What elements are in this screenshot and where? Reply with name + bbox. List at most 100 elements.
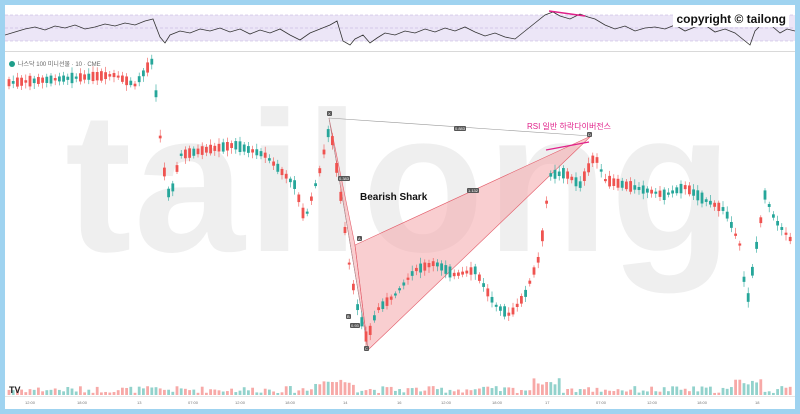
volume-bar <box>499 391 502 395</box>
candle-body <box>507 312 511 316</box>
volume-bar <box>612 391 616 395</box>
volume-bar <box>347 382 351 395</box>
time-tick: 07:00 <box>188 400 199 405</box>
shark-xb-line <box>328 117 369 351</box>
volume-bar <box>767 391 771 395</box>
candle-body <box>545 200 548 204</box>
time-axis[interactable]: 12:00 18:00 13 07:00 12:00 18:00 14 16 1… <box>5 396 795 409</box>
candle-body <box>242 144 246 152</box>
volume-bar <box>440 387 443 395</box>
candle-body <box>66 76 70 80</box>
shark-leg-2 <box>354 135 592 351</box>
volume-bar <box>104 391 107 395</box>
volume-bar <box>675 386 679 395</box>
volume-bar <box>394 390 397 395</box>
volume-bar <box>738 379 742 395</box>
volume-bar <box>184 388 187 395</box>
candle-body <box>410 271 414 276</box>
candle-body <box>767 204 771 207</box>
chart-frame[interactable]: tailong copyright © tailong 나스닥 100 미니선물… <box>5 5 795 409</box>
volume-bar <box>755 382 758 395</box>
candle-body <box>692 189 695 196</box>
candle-body <box>494 304 498 307</box>
candle-body <box>24 80 28 83</box>
volume-bar <box>423 390 427 395</box>
candle-body <box>16 77 19 87</box>
volume-bar <box>213 389 217 395</box>
volume-bar <box>662 387 666 395</box>
point-b-label: B <box>346 314 351 319</box>
candle-body <box>709 200 712 205</box>
symbol-bar[interactable]: 나스닥 100 미니선물 · 10 · CME <box>9 59 101 68</box>
volume-bar <box>448 389 452 395</box>
candle-body <box>520 296 523 304</box>
volume-bar <box>503 387 506 395</box>
candle-body <box>200 146 204 155</box>
volume-bar <box>452 391 456 395</box>
volume-bar <box>108 392 112 395</box>
candle-body <box>360 317 364 327</box>
volume-bar <box>66 386 70 395</box>
volume-bar <box>482 386 485 395</box>
volume-bar <box>461 392 464 395</box>
candle-body <box>335 163 338 173</box>
candle-body <box>83 74 86 80</box>
candle-body <box>780 227 784 230</box>
candle-body <box>457 272 460 276</box>
volume-bar <box>343 382 347 395</box>
volume-bar <box>671 386 674 395</box>
candle-body <box>137 76 141 83</box>
candle-body <box>381 301 385 309</box>
candle-body <box>587 163 590 173</box>
volume-bar <box>373 389 376 395</box>
ratio-bd-label: 1.132 <box>467 188 480 193</box>
volume-bar <box>520 389 523 395</box>
candle-body <box>58 76 61 82</box>
candle-body <box>272 161 275 166</box>
volume-bar <box>490 388 494 395</box>
candle-body <box>45 76 49 83</box>
volume-bar <box>268 389 271 395</box>
volume-bar <box>587 387 590 395</box>
volume-bar <box>221 391 225 395</box>
candle-body <box>478 274 481 281</box>
candle-body <box>314 183 317 187</box>
volume-bar <box>578 389 582 395</box>
price-chart[interactable] <box>5 5 795 409</box>
rsi-panel[interactable]: copyright © tailong <box>5 5 795 52</box>
candle-body <box>322 149 326 155</box>
candle-body <box>280 168 284 176</box>
volume-bar <box>667 391 670 395</box>
candle-body <box>163 167 166 177</box>
candle-body <box>759 217 763 224</box>
volume-bar <box>356 392 359 395</box>
candle-body <box>704 199 708 202</box>
candle-body <box>784 232 788 235</box>
volume-bar <box>188 390 191 395</box>
candle-body <box>578 181 582 188</box>
candle-body <box>461 271 464 275</box>
volume-bar <box>95 386 99 395</box>
volume-bar <box>251 387 254 395</box>
candles-group <box>7 54 792 348</box>
volume-bar <box>692 386 695 395</box>
volume-bar <box>259 392 263 395</box>
volume-bar <box>398 389 401 395</box>
candle-body <box>553 169 557 179</box>
candle-body <box>679 183 683 194</box>
volume-bar <box>377 392 380 395</box>
volume-bar <box>192 389 196 395</box>
candle-body <box>583 171 586 181</box>
volume-bar <box>700 386 704 395</box>
pattern-label: Bearish Shark <box>360 192 428 203</box>
candle-body <box>515 303 519 308</box>
candle-body <box>536 256 540 263</box>
volume-bar <box>20 389 23 395</box>
volume-bar <box>599 391 603 395</box>
candle-body <box>604 179 607 182</box>
time-tick: 12:00 <box>441 400 452 405</box>
candle-body <box>616 178 620 188</box>
ratio-xa-label: 0.383 <box>338 176 351 181</box>
candle-body <box>53 78 57 81</box>
volume-bar <box>179 388 183 395</box>
